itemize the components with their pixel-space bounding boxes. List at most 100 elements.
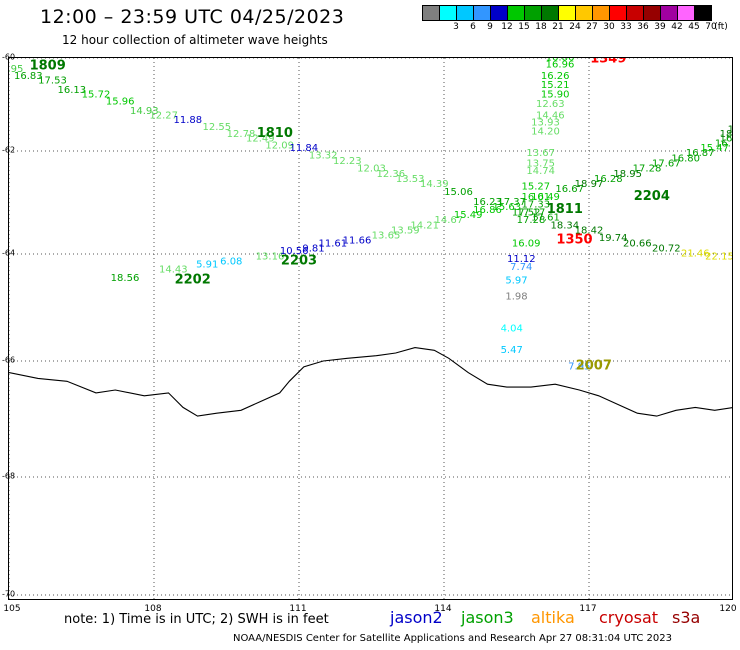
wave-height-value: 12.27 (149, 110, 178, 121)
color-legend: 3 6 9 12 15 18 21 24 27 30 33 36 39 42 45 70 (ft) (422, 5, 732, 33)
legend-unit: (ft) (714, 22, 728, 32)
legend-swatches (422, 5, 732, 21)
wave-height-value: 17.33 (521, 200, 550, 211)
legend-label: 70 (705, 22, 717, 32)
footer-note: note: 1) Time is in UTC; 2) SWH is in fe… (64, 612, 329, 627)
wave-height-value: 12.36 (376, 169, 405, 180)
wave-height-value: 16.13 (57, 85, 86, 96)
wave-height-value: 14.93 (130, 106, 159, 117)
wave-height-value: 11.12 (507, 254, 536, 265)
wave-height-value: 15.21 (541, 80, 570, 91)
wave-height-value: 9.81 (302, 243, 324, 254)
wave-height-value: 13.59 (391, 225, 420, 236)
satellite-label-jason3: jason3 (461, 608, 514, 627)
legend-label: 3 (453, 22, 459, 32)
wave-height-value: 16.26 (541, 71, 570, 82)
wave-height-value: 21.46 (681, 249, 710, 260)
wave-height-value: 12.55 (202, 122, 231, 133)
pass-number-label: 1809 (30, 59, 66, 74)
wave-height-value: 18.34 (550, 220, 579, 231)
legend-label: 9 (487, 22, 493, 32)
legend-label: 36 (637, 22, 649, 32)
wave-height-value: 11.61 (318, 238, 347, 249)
wave-height-value: 16.01 (521, 192, 550, 203)
wave-height-value: 13.67 (526, 148, 555, 159)
wave-height-value: 11.88 (173, 115, 202, 126)
wave-height-value: 17.28 (517, 215, 546, 226)
lon-tick-label: 111 (289, 604, 307, 614)
legend-swatch (592, 5, 610, 21)
lon-tick-label: 117 (579, 604, 597, 614)
wave-height-value: 14.67 (434, 215, 463, 226)
wave-height-value: 16.23 (473, 197, 502, 208)
wave-height-value: 13.93 (531, 117, 560, 128)
wave-height-value: 16.83 (14, 71, 43, 82)
wave-height-value: 18 (728, 124, 733, 135)
legend-swatch (524, 5, 542, 21)
legend-swatch (626, 5, 644, 21)
wave-height-value: 17.52 (512, 207, 541, 218)
wave-height-value: 15.49 (454, 210, 483, 221)
legend-swatch (643, 5, 661, 21)
wave-height-value: 22.15 (705, 251, 733, 262)
wave-height-value: 14.39 (420, 179, 449, 190)
legend-label: 39 (654, 22, 666, 32)
legend-label: 15 (518, 22, 530, 32)
wave-height-value: 17.95 (9, 64, 23, 75)
wave-height-value: 17.37 (497, 197, 526, 208)
satellite-label-cryosat: cryosat (599, 608, 659, 627)
wave-height-value: 15.96 (106, 97, 135, 108)
wave-height-value: 13.16 (256, 251, 285, 262)
wave-height-value: 12.78 (227, 129, 256, 140)
wave-height-value: 12.23 (333, 156, 362, 167)
lat-tick-label: -62 (2, 145, 16, 155)
wave-height-value: 16.96 (546, 59, 575, 70)
legend-swatch (694, 5, 712, 21)
satellite-label-jason2: jason2 (390, 608, 443, 627)
page-subtitle: 12 hour collection of altimeter wave hei… (62, 33, 328, 47)
wave-height-value: 18.28 (720, 129, 733, 140)
legend-label: 33 (620, 22, 632, 32)
legend-swatch (541, 5, 559, 21)
wave-height-value: 4.04 (501, 324, 523, 335)
wave-height-value: 14.20 (531, 127, 560, 138)
lat-tick-label: -68 (2, 471, 16, 481)
satellite-label-altika: altika (531, 608, 575, 627)
legend-swatch (473, 5, 491, 21)
wave-height-value: 17.17 (517, 207, 546, 218)
wave-height-value: 16.80 (671, 153, 700, 164)
lon-tick-label: 120 (719, 604, 737, 614)
lon-tick-label: 114 (434, 604, 452, 614)
lat-tick-label: -70 (2, 589, 16, 599)
legend-swatch (507, 5, 525, 21)
wave-height-value: 11.84 (289, 143, 318, 154)
wave-height-value: 15.47 (700, 143, 729, 154)
legend-swatch (490, 5, 508, 21)
wave-height-value: 6.08 (220, 257, 242, 268)
wave-height-value: 15.63 (492, 202, 521, 213)
wave-height-value: 18.56 (111, 273, 140, 284)
wave-height-value: 13.65 (372, 231, 401, 242)
wave-height-value: 14.74 (526, 166, 555, 177)
footer-credit: NOAA/NESDIS Center for Satellite Applica… (233, 633, 672, 644)
legend-swatch (575, 5, 593, 21)
wave-height-value: 16.49 (531, 192, 560, 203)
wave-height-value: 12.49 (246, 134, 275, 145)
wave-height-value: 17.61 (531, 213, 560, 224)
wave-height-value: 13.32 (309, 151, 338, 162)
wave-height-value: 15.72 (82, 90, 111, 101)
wave-height-value: 13.75 (526, 158, 555, 169)
pass-number-label: 2204 (634, 189, 670, 204)
wave-height-value: 16.26 (720, 134, 733, 145)
wave-height-value: 18.42 (575, 225, 604, 236)
wave-height-value: 11.66 (343, 236, 372, 247)
page-title: 12:00 – 23:59 UTC 04/25/2023 (40, 6, 345, 28)
legend-swatch (660, 5, 678, 21)
legend-label: 12 (501, 22, 513, 32)
wave-height-value: 16.87 (686, 148, 715, 159)
wave-height-value: 16.86 (546, 58, 575, 63)
legend-label: 18 (535, 22, 547, 32)
wave-height-value: 13.53 (396, 174, 425, 185)
wave-height-value: 16.28 (594, 174, 623, 185)
legend-swatch (456, 5, 474, 21)
